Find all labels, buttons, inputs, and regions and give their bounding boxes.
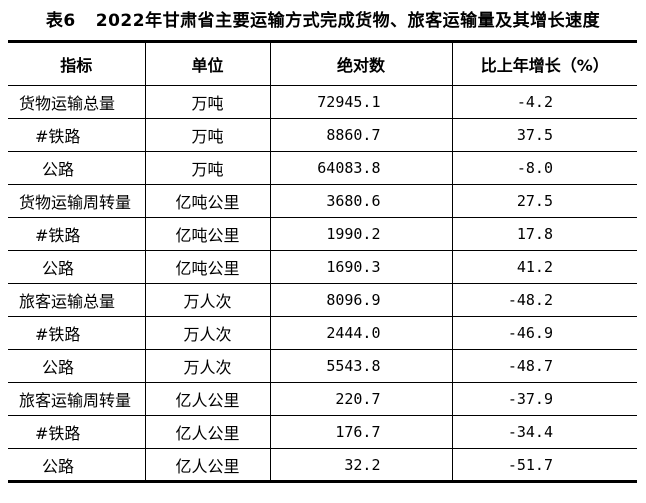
table-row: 公路 万人次 5543.8 -48.7	[8, 349, 637, 383]
table-row: #铁路 亿吨公里 1990.2 17.8	[8, 217, 637, 251]
cell-indicator: #铁路	[8, 415, 146, 449]
column-header-absolute: 绝对数	[270, 41, 453, 86]
cell-unit: 万人次	[145, 283, 271, 317]
cell-absolute: 3680.6	[270, 184, 453, 218]
cell-indicator: #铁路	[8, 217, 146, 251]
cell-unit: 万吨	[145, 118, 271, 152]
table-row: 公路 亿人公里 32.2 -51.7	[8, 448, 637, 482]
cell-indicator: 货物运输总量	[8, 85, 146, 119]
cell-unit: 亿人公里	[145, 415, 271, 449]
cell-growth: -48.2	[507, 291, 553, 309]
table-title: 2022年甘肃省主要运输方式完成货物、旅客运输量及其增长速度	[95, 11, 601, 31]
transport-statistics-table: 指标 单位 绝对数 比上年增长（%） 货物运输总量 万吨 72945.1 -4.…	[8, 40, 637, 483]
column-header-unit: 单位	[145, 41, 271, 86]
cell-indicator: 旅客运输周转量	[8, 382, 146, 416]
cell-unit: 亿吨公里	[145, 217, 271, 251]
cell-absolute: 2444.0	[270, 316, 453, 350]
cell-unit: 万吨	[145, 85, 271, 119]
cell-growth: -34.4	[507, 423, 553, 441]
cell-indicator: 公路	[8, 250, 146, 284]
column-header-indicator: 指标	[8, 41, 146, 86]
cell-growth: -46.9	[507, 324, 553, 342]
cell-unit: 万人次	[145, 349, 271, 383]
cell-growth: -51.7	[507, 455, 553, 474]
cell-indicator: #铁路	[8, 316, 146, 350]
cell-unit: 亿人公里	[145, 448, 271, 482]
cell-absolute: 64083.8	[270, 151, 453, 185]
cell-indicator: 货物运输周转量	[8, 184, 146, 218]
table-row: 公路 万吨 64083.8 -8.0	[8, 151, 637, 185]
table-row: #铁路 万人次 2444.0 -46.9	[8, 316, 637, 350]
cell-indicator: 公路	[8, 448, 146, 482]
cell-growth: 27.5	[516, 192, 553, 210]
table-row: 货物运输周转量 亿吨公里 3680.6 27.5	[8, 184, 637, 218]
column-header-growth: 比上年增长（%）	[480, 56, 609, 75]
cell-growth: 37.5	[516, 126, 553, 144]
table-row: 公路 亿吨公里 1690.3 41.2	[8, 250, 637, 284]
table-row: 旅客运输周转量 亿人公里 220.7 -37.9	[8, 382, 637, 416]
table-caption: 表6 2022年甘肃省主要运输方式完成货物、旅客运输量及其增长速度	[0, 6, 646, 31]
cell-indicator: 公路	[8, 349, 146, 383]
cell-unit: 亿吨公里	[145, 184, 271, 218]
table-row: 货物运输总量 万吨 72945.1 -4.2	[8, 85, 637, 119]
cell-indicator: 旅客运输总量	[8, 283, 146, 317]
cell-absolute: 72945.1	[270, 85, 453, 119]
cell-indicator: #铁路	[8, 118, 146, 152]
cell-growth: 17.8	[516, 225, 553, 243]
cell-absolute: 1990.2	[270, 217, 453, 251]
table-row: #铁路 亿人公里 176.7 -34.4	[8, 415, 637, 449]
cell-unit: 万人次	[145, 316, 271, 350]
cell-growth: 41.2	[516, 258, 553, 276]
cell-indicator: 公路	[8, 151, 146, 185]
cell-absolute: 220.7	[270, 382, 453, 416]
table-row: #铁路 万吨 8860.7 37.5	[8, 118, 637, 152]
cell-absolute: 32.2	[270, 448, 453, 482]
header-row: 指标 单位 绝对数 比上年增长（%）	[8, 41, 637, 86]
table-row: 旅客运输总量 万人次 8096.9 -48.2	[8, 283, 637, 317]
cell-absolute: 8096.9	[270, 283, 453, 317]
cell-absolute: 1690.3	[270, 250, 453, 284]
cell-growth: -37.9	[507, 390, 553, 408]
cell-growth: -4.2	[516, 93, 553, 111]
cell-absolute: 5543.8	[270, 349, 453, 383]
cell-growth: -8.0	[516, 159, 553, 177]
cell-unit: 亿人公里	[145, 382, 271, 416]
cell-unit: 亿吨公里	[145, 250, 271, 284]
table-number: 表6	[45, 11, 76, 31]
cell-unit: 万吨	[145, 151, 271, 185]
cell-absolute: 176.7	[270, 415, 453, 449]
cell-growth: -48.7	[507, 357, 553, 375]
cell-absolute: 8860.7	[270, 118, 453, 152]
